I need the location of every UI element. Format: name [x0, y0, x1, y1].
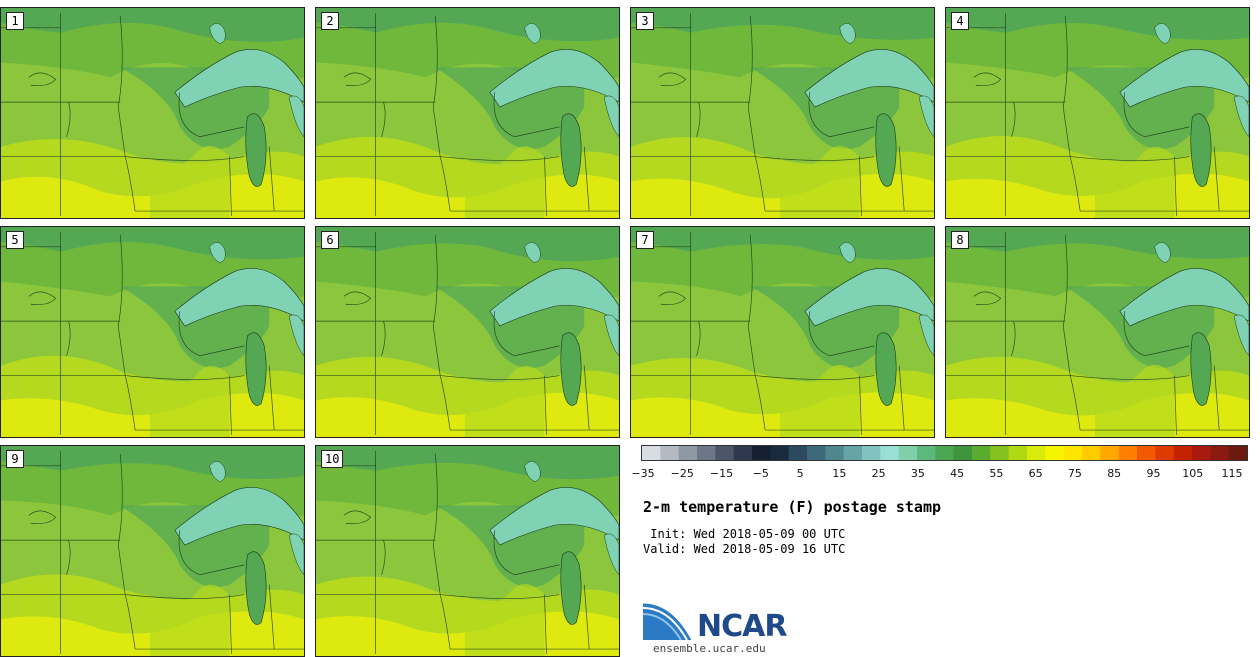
colorbar-cell	[733, 446, 753, 460]
stamp-number-label: 6	[321, 231, 339, 249]
stamp-number-label: 3	[636, 12, 654, 30]
stamp-panel-2: 2	[315, 7, 620, 219]
colorbar-tick-label: 65	[1028, 467, 1043, 480]
colorbar-cell	[953, 446, 973, 460]
colorbar-cell	[825, 446, 845, 460]
colorbar-cell	[1027, 446, 1046, 460]
colorbar-cell	[843, 446, 863, 460]
colorbar-cell	[1045, 446, 1065, 460]
colorbar-cell	[1137, 446, 1156, 460]
colorbar-tick-label: 5	[796, 467, 804, 480]
stamp-panel-7: 7	[630, 226, 935, 438]
colorbar-cell	[642, 446, 661, 460]
colorbar-tick-label: 55	[989, 467, 1004, 480]
colorbar-tick-label: 45	[950, 467, 965, 480]
colorbar-cell	[935, 446, 955, 460]
colorbar-cell	[678, 446, 698, 460]
stamp-number-label: 5	[6, 231, 24, 249]
stamp-number-label: 2	[321, 12, 339, 30]
colorbar-tick-label: −15	[709, 467, 734, 480]
colorbar-cell	[880, 446, 900, 460]
stamp-panel-5: 5	[0, 226, 305, 438]
chart-title: 2-m temperature (F) postage stamp	[643, 498, 942, 516]
colorbar-cell	[1008, 446, 1028, 460]
stamp-number-label: 9	[6, 450, 24, 468]
colorbar-cell	[990, 446, 1010, 460]
colorbar-cell	[862, 446, 881, 460]
ncar-logo-icon	[643, 600, 695, 641]
colorbar-tick-label: 115	[1221, 467, 1243, 480]
stamp-panel-4: 4	[945, 7, 1250, 219]
colorbar-tick-label: 75	[1067, 467, 1082, 480]
colorbar-cell	[1228, 446, 1248, 460]
colorbar-cell	[715, 446, 735, 460]
colorbar-cell	[660, 446, 680, 460]
colorbar-cell	[972, 446, 991, 460]
colorbar-border	[641, 445, 1248, 461]
colorbar-tick-label: −5	[752, 467, 769, 480]
colorbar-cell	[697, 446, 716, 460]
colorbar-tick-label: −35	[631, 467, 655, 480]
colorbar-cell	[1100, 446, 1120, 460]
ncar-url: ensemble.ucar.edu	[653, 642, 766, 655]
init-time: Init: Wed 2018-05-09 00 UTC	[643, 527, 846, 541]
temperature-colorbar	[641, 445, 1248, 461]
colorbar-tick-label: 85	[1107, 467, 1122, 480]
colorbar-cell	[1173, 446, 1193, 460]
colorbar-tick-label: 105	[1182, 467, 1204, 480]
colorbar-tick-label: 15	[832, 467, 847, 480]
colorbar-tick-label: 35	[910, 467, 925, 480]
colorbar-cell	[1082, 446, 1101, 460]
colorbar-tick-label: 95	[1146, 467, 1161, 480]
stamp-panel-6: 6	[315, 226, 620, 438]
stamp-number-label: 7	[636, 231, 654, 249]
stamp-panel-10: 10	[315, 445, 620, 657]
colorbar-cell	[1210, 446, 1230, 460]
valid-time: Valid: Wed 2018-05-09 16 UTC	[643, 542, 846, 556]
stamp-number-label: 4	[951, 12, 969, 30]
colorbar-cell	[770, 446, 790, 460]
stamp-panel-3: 3	[630, 7, 935, 219]
stamp-panel-9: 9	[0, 445, 305, 657]
stamp-number-label: 1	[6, 12, 24, 30]
colorbar-tick-label: 25	[871, 467, 886, 480]
ncar-logo-text: NCAR	[697, 609, 787, 644]
colorbar-cell	[1118, 446, 1138, 460]
stamp-number-label: 10	[321, 450, 344, 468]
colorbar-cell	[898, 446, 918, 460]
stamp-number-label: 8	[951, 231, 969, 249]
colorbar-cell	[917, 446, 936, 460]
colorbar-cell	[788, 446, 808, 460]
colorbar-cell	[1063, 446, 1083, 460]
stamp-panel-1: 1	[0, 7, 305, 219]
colorbar-cell	[1192, 446, 1211, 460]
colorbar-cell	[752, 446, 771, 460]
colorbar-tick-label: −25	[670, 467, 694, 480]
colorbar-cell	[807, 446, 826, 460]
colorbar-cell	[1155, 446, 1175, 460]
stamp-panel-8: 8	[945, 226, 1250, 438]
